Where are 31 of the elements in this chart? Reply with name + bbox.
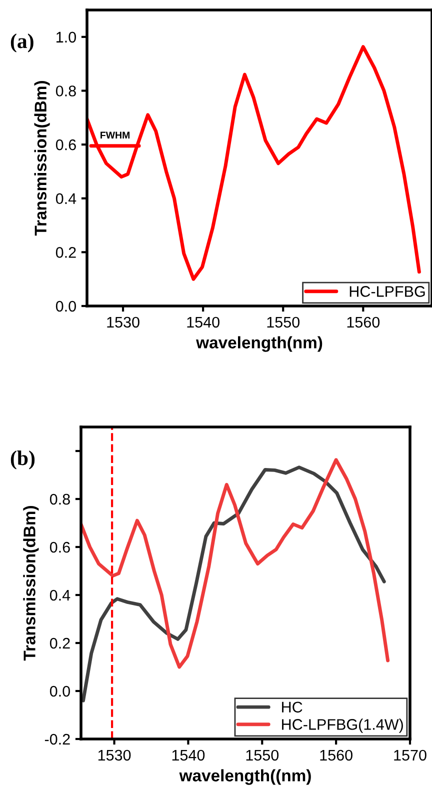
y-tick-label: 0.2: [56, 247, 76, 258]
y-tick-label: 0.4: [56, 193, 76, 204]
y-tick-label: 0.2: [50, 638, 70, 649]
x-tick-label: 1570: [394, 750, 426, 761]
y-tick-label: 1.0: [56, 32, 76, 43]
y-tick-label: 0.8: [56, 86, 76, 96]
x-axis-title: wavelength((nm): [179, 769, 311, 785]
annotation: FWHM: [100, 132, 130, 138]
y-tick-label: 0.0: [56, 300, 76, 312]
text: (a): [10, 34, 34, 52]
y-tick-label: 0.0: [50, 686, 70, 697]
x-tick-label: 1560: [320, 750, 352, 761]
y-tick-label: 0.4: [50, 590, 70, 601]
x-tick-label: 1560: [347, 316, 380, 328]
x-axis-title: wavelength(nm): [196, 336, 322, 352]
x-tick-label: 1540: [187, 316, 220, 328]
y-tick-label: -0.2: [44, 734, 70, 745]
x-tick-label: 1530: [98, 750, 131, 761]
y-axis-title: Transmission(dBm): [23, 506, 39, 661]
y-axis-title: Transmission(dBm): [34, 81, 50, 236]
legend-label: HC-LPFBG(1.4W): [282, 718, 403, 733]
legend-label: HC: [282, 702, 302, 713]
x-tick-label: 1550: [246, 750, 279, 761]
x-tick-label: 1550: [267, 316, 300, 328]
legend-label: HC-LPFBG: [350, 286, 425, 297]
y-tick-label: 0.8: [50, 494, 70, 505]
x-tick-label: 1530: [107, 316, 140, 328]
x-tick-label: 1540: [172, 750, 205, 761]
y-tick-label: 0.6: [56, 139, 76, 150]
text: (b): [10, 450, 35, 470]
y-tick-label: 0.6: [50, 542, 70, 553]
